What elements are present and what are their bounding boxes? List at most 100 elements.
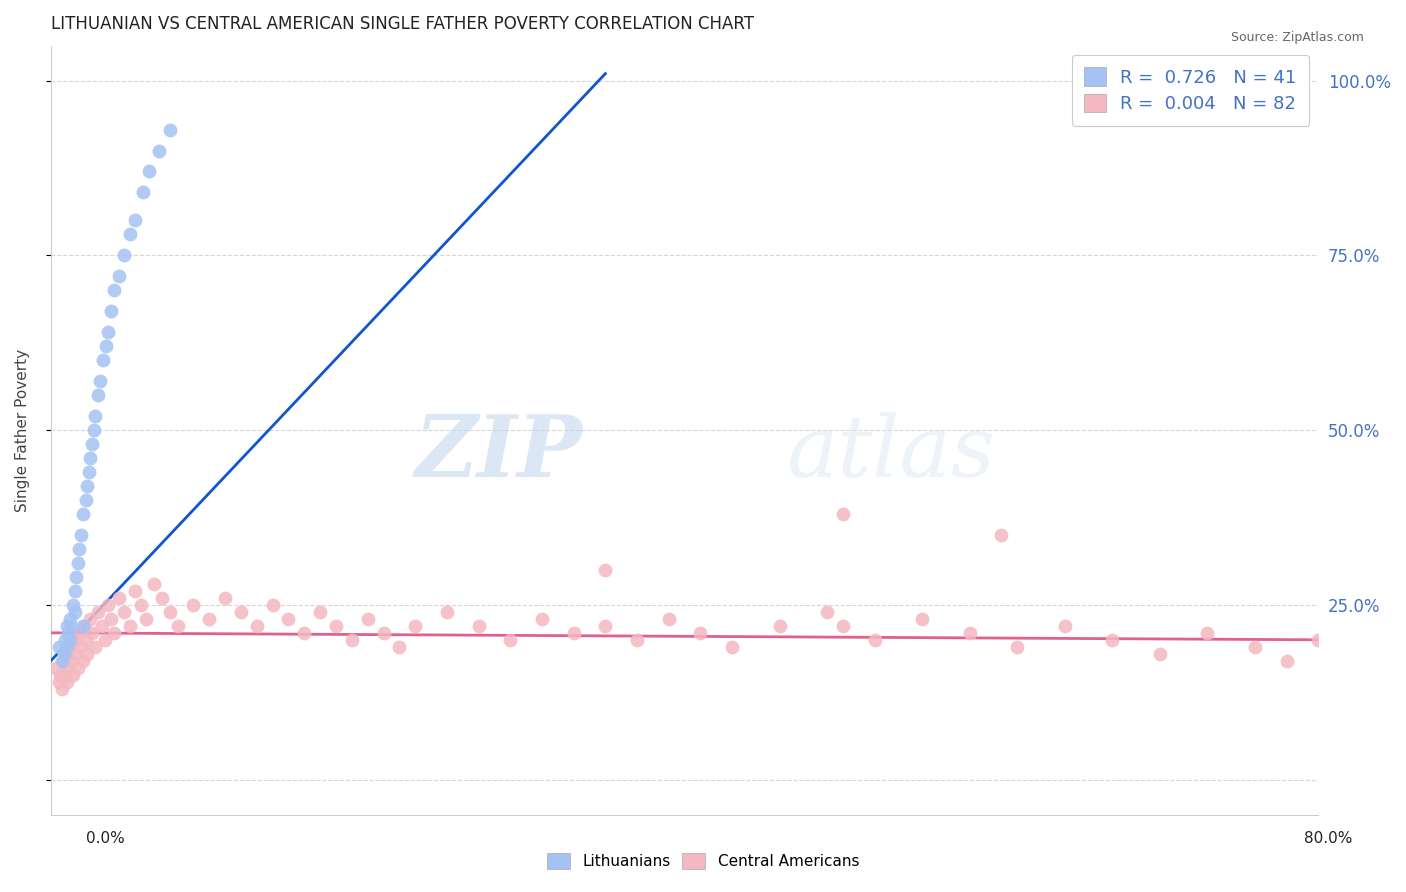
Point xyxy=(89,374,111,388)
Point xyxy=(72,507,94,521)
Point xyxy=(229,605,252,619)
Point xyxy=(80,625,103,640)
Point xyxy=(530,612,553,626)
Point xyxy=(91,353,114,368)
Point xyxy=(55,619,77,633)
Point xyxy=(198,612,221,626)
Point xyxy=(112,248,135,262)
Legend: R =  0.726   N = 41, R =  0.004   N = 82: R = 0.726 N = 41, R = 0.004 N = 82 xyxy=(1071,54,1309,126)
Point xyxy=(990,528,1012,542)
Point xyxy=(51,681,73,696)
Point xyxy=(58,661,80,675)
Point xyxy=(124,213,146,227)
Point xyxy=(658,612,681,626)
Point xyxy=(159,122,181,136)
Point xyxy=(60,654,83,668)
Point xyxy=(1308,632,1330,647)
Point xyxy=(84,409,107,424)
Point xyxy=(75,632,97,647)
Point xyxy=(404,619,426,633)
Point xyxy=(689,625,711,640)
Point xyxy=(832,507,855,521)
Point xyxy=(214,591,236,605)
Point xyxy=(53,632,76,647)
Point xyxy=(48,674,70,689)
Point xyxy=(52,654,75,668)
Point xyxy=(103,625,125,640)
Point xyxy=(63,605,86,619)
Point xyxy=(815,605,838,619)
Point xyxy=(118,227,141,242)
Point xyxy=(77,465,100,479)
Point xyxy=(90,619,112,633)
Point xyxy=(499,632,522,647)
Text: ZIP: ZIP xyxy=(415,411,583,495)
Point xyxy=(103,283,125,297)
Point xyxy=(277,612,299,626)
Point xyxy=(959,625,981,640)
Point xyxy=(97,325,120,339)
Point xyxy=(357,612,380,626)
Point xyxy=(135,612,157,626)
Point xyxy=(51,654,73,668)
Point xyxy=(72,619,94,633)
Point xyxy=(373,625,395,640)
Y-axis label: Single Father Poverty: Single Father Poverty xyxy=(15,349,30,512)
Point xyxy=(183,598,205,612)
Point xyxy=(148,144,170,158)
Point xyxy=(48,640,70,654)
Point xyxy=(80,437,103,451)
Point xyxy=(108,591,131,605)
Point xyxy=(1007,640,1029,654)
Point xyxy=(67,625,90,640)
Point xyxy=(59,640,82,654)
Point xyxy=(52,647,75,661)
Point xyxy=(63,583,86,598)
Point xyxy=(66,661,89,675)
Point xyxy=(1101,632,1123,647)
Point xyxy=(49,667,72,681)
Point xyxy=(911,612,934,626)
Point xyxy=(100,612,122,626)
Point xyxy=(66,556,89,570)
Point xyxy=(863,632,886,647)
Point xyxy=(595,619,617,633)
Point xyxy=(65,570,87,584)
Point xyxy=(55,647,77,661)
Point xyxy=(62,598,84,612)
Point xyxy=(62,667,84,681)
Point xyxy=(79,451,101,466)
Point xyxy=(55,674,77,689)
Point xyxy=(124,583,146,598)
Point xyxy=(100,304,122,318)
Point xyxy=(1197,625,1219,640)
Point xyxy=(55,640,77,654)
Point xyxy=(63,632,86,647)
Point xyxy=(436,605,458,619)
Point xyxy=(1275,654,1298,668)
Point xyxy=(142,577,165,591)
Point xyxy=(626,632,648,647)
Point xyxy=(721,640,744,654)
Point xyxy=(87,605,110,619)
Legend: Lithuanians, Central Americans: Lithuanians, Central Americans xyxy=(541,847,865,875)
Point xyxy=(84,640,107,654)
Point xyxy=(112,605,135,619)
Point xyxy=(138,164,160,178)
Point xyxy=(132,186,155,200)
Point xyxy=(166,619,188,633)
Point xyxy=(76,647,98,661)
Point xyxy=(70,640,93,654)
Point xyxy=(118,619,141,633)
Point xyxy=(768,619,790,633)
Point xyxy=(292,625,315,640)
Point xyxy=(59,632,82,647)
Point xyxy=(309,605,332,619)
Point xyxy=(150,591,173,605)
Point xyxy=(159,605,181,619)
Text: atlas: atlas xyxy=(786,412,995,494)
Text: Source: ZipAtlas.com: Source: ZipAtlas.com xyxy=(1230,31,1364,45)
Point xyxy=(388,640,411,654)
Point xyxy=(96,339,118,353)
Point xyxy=(467,619,489,633)
